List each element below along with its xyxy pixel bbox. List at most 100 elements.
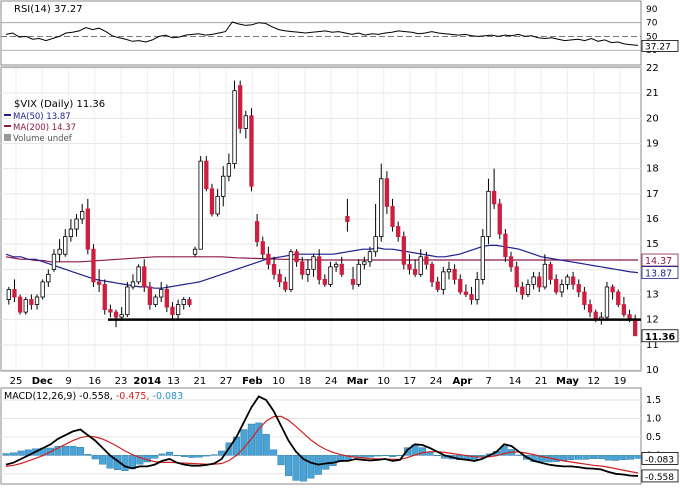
macd-histogram-bar xyxy=(627,455,635,460)
macd-histogram-bar xyxy=(612,455,620,461)
x-tick-label: 24 xyxy=(430,376,443,387)
x-tick-label: Mar xyxy=(347,376,369,387)
macd-legend-label: MACD(12,26,9) -0.558, -0.475, -0.083 xyxy=(4,391,183,402)
macd-histogram-bar xyxy=(567,455,575,460)
candle-body xyxy=(429,263,435,283)
candle-body xyxy=(260,241,265,255)
ma200-legend-label: MA(200) 14.37 xyxy=(13,123,76,133)
macd-histogram-bar xyxy=(575,455,583,460)
candle-body xyxy=(181,299,186,305)
macd-histogram-bar xyxy=(277,455,285,466)
macd-histogram-bar xyxy=(91,455,99,460)
candle-body xyxy=(17,296,23,313)
macd-histogram-bar xyxy=(2,453,10,456)
x-tick-label: 10 xyxy=(272,376,285,387)
macd-histogram-bar xyxy=(188,455,196,458)
price-tick-label: 22 xyxy=(646,63,659,74)
candle-body xyxy=(463,291,469,295)
macd-histogram-bar xyxy=(359,455,367,458)
candle-body xyxy=(322,278,327,285)
macd-histogram-bar xyxy=(84,454,92,456)
macd-histogram-bar xyxy=(500,445,508,456)
candle-body xyxy=(469,294,474,300)
volume-legend-label: Volume undef xyxy=(13,134,73,144)
price-last-value-box xyxy=(641,253,679,267)
candle-body xyxy=(407,263,412,270)
rsi-last-value: 37.27 xyxy=(645,42,671,52)
candle-body xyxy=(266,253,271,265)
candle-body xyxy=(339,263,344,275)
candle-body xyxy=(136,266,141,283)
candle-body xyxy=(621,304,627,316)
candle-body xyxy=(29,299,34,305)
candle-body xyxy=(424,256,429,265)
candle-body xyxy=(147,286,153,305)
price-tick-label: 15 xyxy=(646,239,659,250)
x-tick-label: 21 xyxy=(193,376,206,387)
candle-body xyxy=(379,178,384,238)
macd-legend-signal: -0.475, xyxy=(116,391,153,402)
macd-histogram-bar xyxy=(307,455,315,479)
price-tick-label: 18 xyxy=(646,164,659,175)
candle-body xyxy=(616,291,621,305)
price-tick-label: 19 xyxy=(646,139,659,150)
candle-body xyxy=(51,253,57,270)
candle-body xyxy=(46,273,51,283)
candle-body xyxy=(80,211,85,220)
macd-histogram-bar xyxy=(403,447,412,456)
macd-signal-line xyxy=(5,415,639,474)
candle-body xyxy=(12,289,17,298)
candle-body xyxy=(508,256,514,268)
candle-body xyxy=(559,284,564,293)
x-tick-label: 25 xyxy=(10,376,23,387)
candle-body xyxy=(209,188,215,215)
candle-body xyxy=(328,266,333,285)
macd-histogram-bar xyxy=(195,455,203,458)
candle-body xyxy=(525,284,531,295)
x-tick-label: 12 xyxy=(587,376,600,387)
candle-body xyxy=(63,236,68,255)
macd-histogram-bar xyxy=(329,455,337,466)
candle-body xyxy=(362,261,367,265)
candle-body xyxy=(537,276,542,288)
x-tick-label: 19 xyxy=(614,376,627,387)
candle-body xyxy=(34,296,40,305)
macd-histogram-bar xyxy=(180,455,188,458)
candle-body xyxy=(565,276,570,285)
candlestick-layer xyxy=(6,80,641,337)
candle-body xyxy=(514,266,519,288)
candle-body xyxy=(435,281,440,290)
candle-body xyxy=(271,263,277,275)
candle-body xyxy=(254,221,260,243)
x-tick-label: Apr xyxy=(453,376,473,387)
rsi-last-value-box xyxy=(641,40,679,52)
candle-body xyxy=(164,289,169,308)
candle-body xyxy=(40,281,45,298)
price-last-value: 14.37 xyxy=(645,256,672,267)
macd-tick-label: 1.0 xyxy=(646,413,661,424)
macd-histogram-bar xyxy=(389,455,397,458)
candle-body xyxy=(221,175,226,197)
candle-body xyxy=(520,286,525,295)
candle-body xyxy=(531,276,536,285)
candle-body xyxy=(170,306,175,316)
price-tick-label: 12 xyxy=(646,315,659,326)
candle-body xyxy=(452,268,457,280)
candle-body xyxy=(187,299,192,305)
macd-tick-label: 0.5 xyxy=(646,432,661,443)
x-tick-label: May xyxy=(556,376,579,387)
candle-body xyxy=(294,251,299,263)
candle-body xyxy=(192,248,198,255)
macd-histogram-bar xyxy=(433,455,441,457)
macd-histogram-bar xyxy=(270,449,278,456)
macd-histogram-bar xyxy=(537,455,545,462)
x-tick-label: 14 xyxy=(509,376,522,387)
candle-body xyxy=(633,319,638,337)
candle-body xyxy=(300,261,305,275)
price-last-value-box xyxy=(641,266,679,280)
candle-body xyxy=(68,228,74,238)
candle-body xyxy=(57,248,62,255)
rsi-line xyxy=(5,21,639,46)
candle-body xyxy=(204,160,209,190)
